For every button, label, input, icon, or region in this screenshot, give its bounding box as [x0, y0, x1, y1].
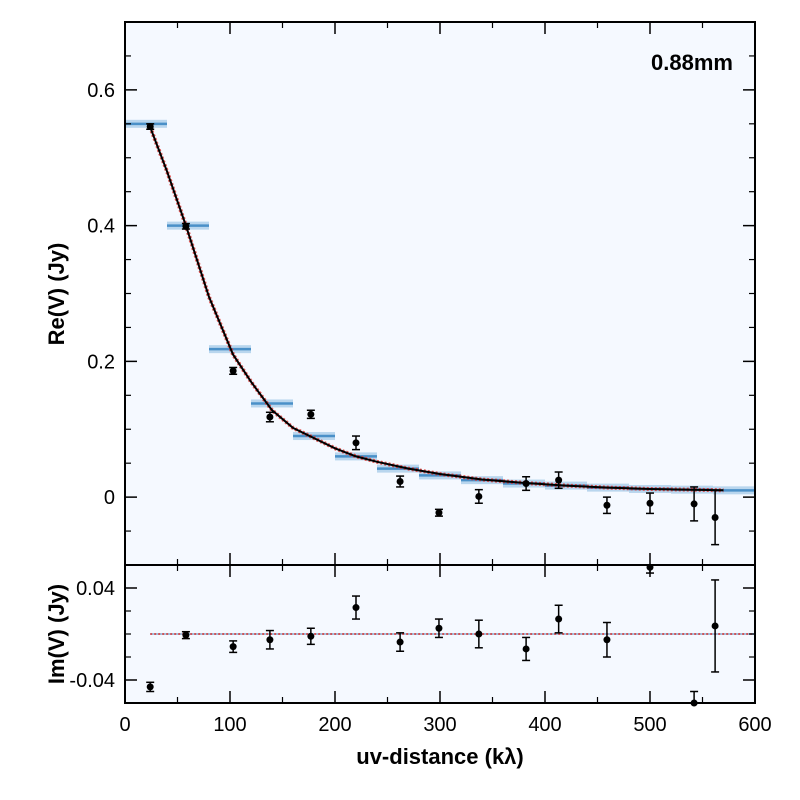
top-panel-background	[125, 22, 755, 565]
x-tick-label-2: 200	[318, 714, 351, 736]
bottom-y-tick-label-0: -0.04	[69, 670, 115, 692]
top-y-tick-label-3: 0.6	[87, 80, 115, 102]
xlabel: uv-distance (kλ)	[356, 744, 524, 769]
wavelength-annotation: 0.88mm	[651, 50, 733, 75]
bottom-panel	[146, 563, 755, 707]
top-point-0	[146, 123, 154, 131]
bottom-point-1	[182, 631, 190, 639]
top-point-7	[435, 509, 443, 517]
top-point-2	[229, 367, 237, 375]
top-ylabel: Re(V) (Jy)	[44, 243, 69, 346]
top-point-10	[555, 476, 563, 484]
bottom-point-11	[603, 636, 611, 644]
top-point-5	[352, 439, 360, 447]
bottom-point-3	[266, 636, 274, 644]
bottom-point-6	[396, 638, 404, 646]
top-y-tick-label-0: 0	[104, 487, 115, 509]
top-point-13	[690, 500, 698, 508]
bottom-point-14	[711, 622, 719, 630]
axes: 0 100 200 300 400 500 600 0 0.2 0.4 0.6 -0.04 0.04	[69, 22, 772, 736]
top-point-1	[182, 222, 190, 230]
x-tick-label-5: 500	[633, 714, 666, 736]
model-curve	[149, 126, 724, 492]
bottom-y-tick-label-1: 0.04	[76, 578, 115, 600]
top-point-6	[396, 478, 404, 486]
bottom-point-5	[352, 604, 360, 612]
top-point-11	[603, 501, 611, 509]
x-tick-label-6: 600	[738, 714, 771, 736]
x-tick-label-0: 0	[119, 714, 130, 736]
bottom-point-0	[146, 683, 154, 691]
top-point-9	[522, 480, 530, 488]
top-y-tick-label-2: 0.4	[87, 216, 115, 238]
x-tick-label-4: 400	[528, 714, 561, 736]
bottom-point-9	[522, 645, 530, 653]
top-point-12	[646, 499, 654, 507]
top-y-tick-label-1: 0.2	[87, 351, 115, 373]
top-point-14	[711, 513, 719, 521]
bottom-point-8	[475, 630, 483, 638]
bottom-ylabel: Im(V) (Jy)	[44, 584, 69, 684]
bottom-point-7	[435, 624, 443, 632]
x-tick-label-1: 100	[213, 714, 246, 736]
bottom-point-2	[229, 643, 237, 651]
top-point-3	[266, 413, 274, 421]
bottom-point-4	[307, 632, 315, 640]
top-point-4	[307, 410, 315, 418]
x-tick-label-3: 300	[423, 714, 456, 736]
top-point-8	[475, 492, 483, 500]
top-panel	[125, 119, 755, 546]
bottom-point-10	[555, 615, 563, 623]
